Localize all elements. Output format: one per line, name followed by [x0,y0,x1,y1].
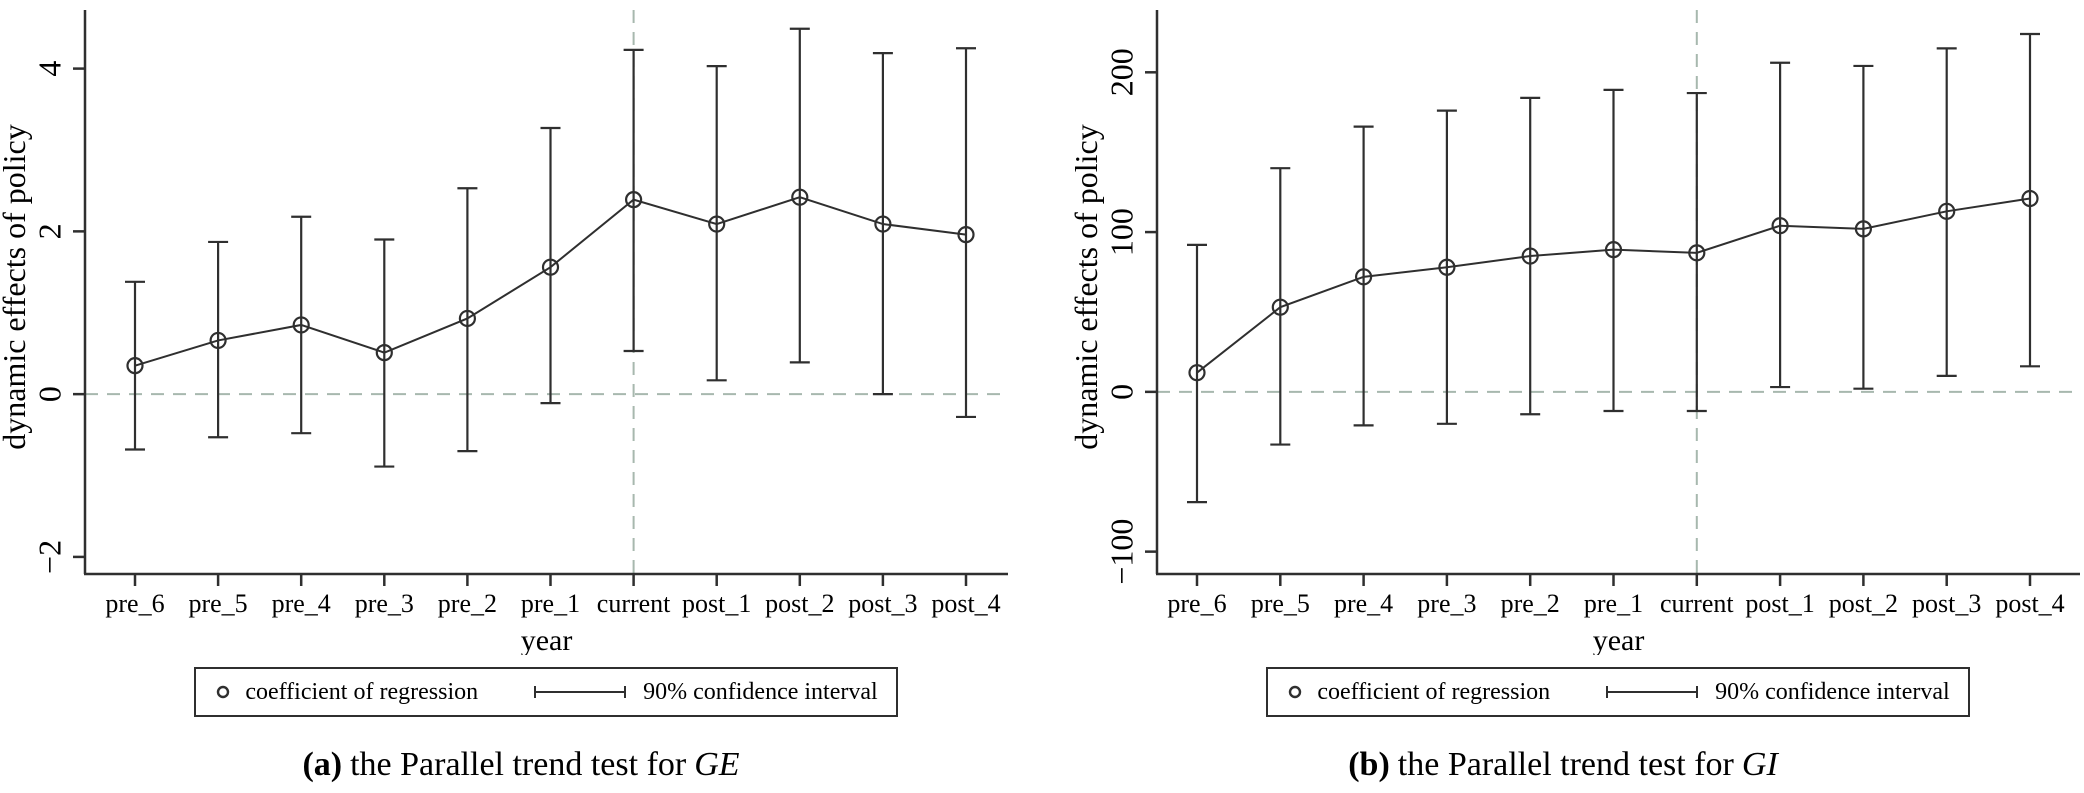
panel-b: −100 0 100 200 pre_6 pre_5 pre_4 pre_3 pre_2 pre_… [1042,0,2084,793]
y-tick-label: 2 [31,223,67,239]
x-tick-label: pre_3 [1417,589,1476,618]
caption-b: (b) the Parallel trend test for GI [1042,745,2084,785]
y-tick-label: −100 [1103,519,1139,585]
coef-marker-pre_2 [1521,247,1539,265]
legend-item-coefficient: coefficient of regression [1286,679,1550,706]
x-tick-label: current [1660,589,1734,618]
x-tick-label: post_4 [931,589,1000,618]
y-axis-title: dynamic effects of policy [0,124,32,450]
x-tick-label: post_4 [1995,589,2064,618]
legend-a: coefficient of regression 90% confidence… [194,667,898,717]
reference-lines [1157,10,2080,574]
x-tick-label: post_2 [1829,589,1898,618]
x-tick-label: pre_2 [1501,589,1560,618]
legend-label-coefficient: coefficient of regression [245,678,479,705]
coef-marker-pre_1 [1604,241,1623,259]
x-tick-label: pre_1 [521,589,580,618]
errorbar-post_2 [1853,64,1874,390]
y-axis-title: dynamic effects of policy [1068,124,1104,450]
coef-marker-post_3 [874,215,892,233]
coef-marker-post_4 [2021,189,2039,208]
coef-marker-pre_5 [1271,298,1289,316]
error-bar-icon [1606,686,1699,698]
legend-item-coefficient: coefficient of regression [214,679,478,706]
axes: −100 0 100 200 pre_6 pre_5 pre_4 pre_3 pre_2 pre_… [1068,10,2080,655]
errorbar-pre_1 [540,126,561,405]
hollow-circle-marker-icon [1289,685,1302,699]
coef-marker-post_1 [708,215,726,233]
coef-marker-current [624,191,643,209]
coef-marker-pre_1 [541,258,560,276]
legend-row-b: coefficient of regression 90% confidence… [1042,667,2084,717]
coef-marker-post_2 [1854,220,1873,238]
x-tick-label: pre_4 [272,589,331,618]
legend-b: coefficient of regression 90% confidence… [1266,667,1970,717]
coef-marker-current [1688,244,1706,262]
caption-b-text: the Parallel trend test for [1397,746,1734,783]
y-tick-label: 4 [31,61,67,77]
coef-marker-post_3 [1938,202,1956,220]
chart-b-parallel-trend-gi: −100 0 100 200 pre_6 pre_5 pre_4 pre_3 pre_2 pre_… [1068,10,2080,655]
coef-marker-pre_6 [1188,364,1206,382]
confidence-intervals [1187,32,2040,504]
x-tick-label: pre_6 [1167,589,1226,618]
legend-label-coefficient: coefficient of regression [1317,678,1551,705]
legend-label-ci: 90% confidence interval [1715,678,1950,705]
series-coefficient [126,188,975,375]
legend-item-ci: 90% confidence interval [530,679,878,706]
axes: −2 0 2 4 pre_6 pre_5 pre_4 pre_3 pre_2 pre_1 curre… [0,10,1008,655]
x-tick-label: pre_6 [105,589,164,618]
x-tick-label: pre_5 [1251,589,1310,618]
errorbar-pre_6 [1187,243,1207,504]
caption-b-emphasis: GI [1741,746,1778,783]
coef-marker-pre_4 [1355,268,1373,286]
x-tick-label: pre_5 [188,589,247,618]
errorbar-pre_2 [457,187,478,453]
confidence-intervals [125,27,976,468]
panel-a: −2 0 2 4 pre_6 pre_5 pre_4 pre_3 pre_2 pre_1 curre… [0,10,1042,785]
chart-a-parallel-trend-ge: −2 0 2 4 pre_6 pre_5 pre_4 pre_3 pre_2 pre_1 curre… [0,10,1008,655]
x-tick-label: post_1 [682,589,751,618]
reference-lines [85,10,1008,574]
coef-marker-pre_2 [458,309,476,328]
x-tick-label: post_2 [765,589,834,618]
legend-row-a: coefficient of regression 90% confidence… [0,667,1042,717]
y-tick-label: 200 [1103,48,1139,96]
x-tick-label: pre_2 [438,589,497,618]
caption-a: (a) the Parallel trend test for GE [0,745,1042,785]
series-coefficient [1188,189,2039,382]
x-tick-label: pre_1 [1584,589,1643,618]
coef-marker-pre_3 [375,344,393,362]
coef-marker-pre_4 [292,316,310,334]
y-tick-label: 0 [1103,384,1139,400]
error-bar-icon [534,686,627,698]
x-tick-label: post_3 [848,589,917,618]
coef-marker-pre_5 [209,331,227,350]
x-axis-title: year [521,624,573,655]
y-tick-label: 0 [31,386,67,402]
caption-b-label: (b) [1348,746,1390,783]
hollow-circle-marker-icon [217,685,230,699]
caption-a-text: the Parallel trend test for [350,746,687,783]
legend-label-ci: 90% confidence interval [643,678,878,705]
x-tick-label: pre_4 [1334,589,1393,618]
x-tick-label: post_3 [1912,589,1981,618]
coef-marker-post_4 [957,226,975,244]
caption-a-label: (a) [302,746,343,783]
coef-marker-pre_3 [1438,258,1456,276]
x-axis-title: year [1593,624,1645,655]
y-tick-label: −2 [31,540,67,574]
coef-marker-post_1 [1771,217,1789,235]
legend-item-ci: 90% confidence interval [1602,679,1950,706]
errorbar-post_4 [956,47,976,419]
coef-marker-post_2 [791,188,809,206]
x-tick-label: pre_3 [355,589,414,618]
coef-marker-pre_6 [126,357,144,375]
x-tick-label: current [597,589,671,618]
errorbar-post_4 [2020,32,2040,368]
y-tick-label: 100 [1103,208,1139,256]
errorbar-post_2 [789,27,810,364]
caption-a-emphasis: GE [694,746,740,783]
x-tick-label: post_1 [1745,589,1814,618]
